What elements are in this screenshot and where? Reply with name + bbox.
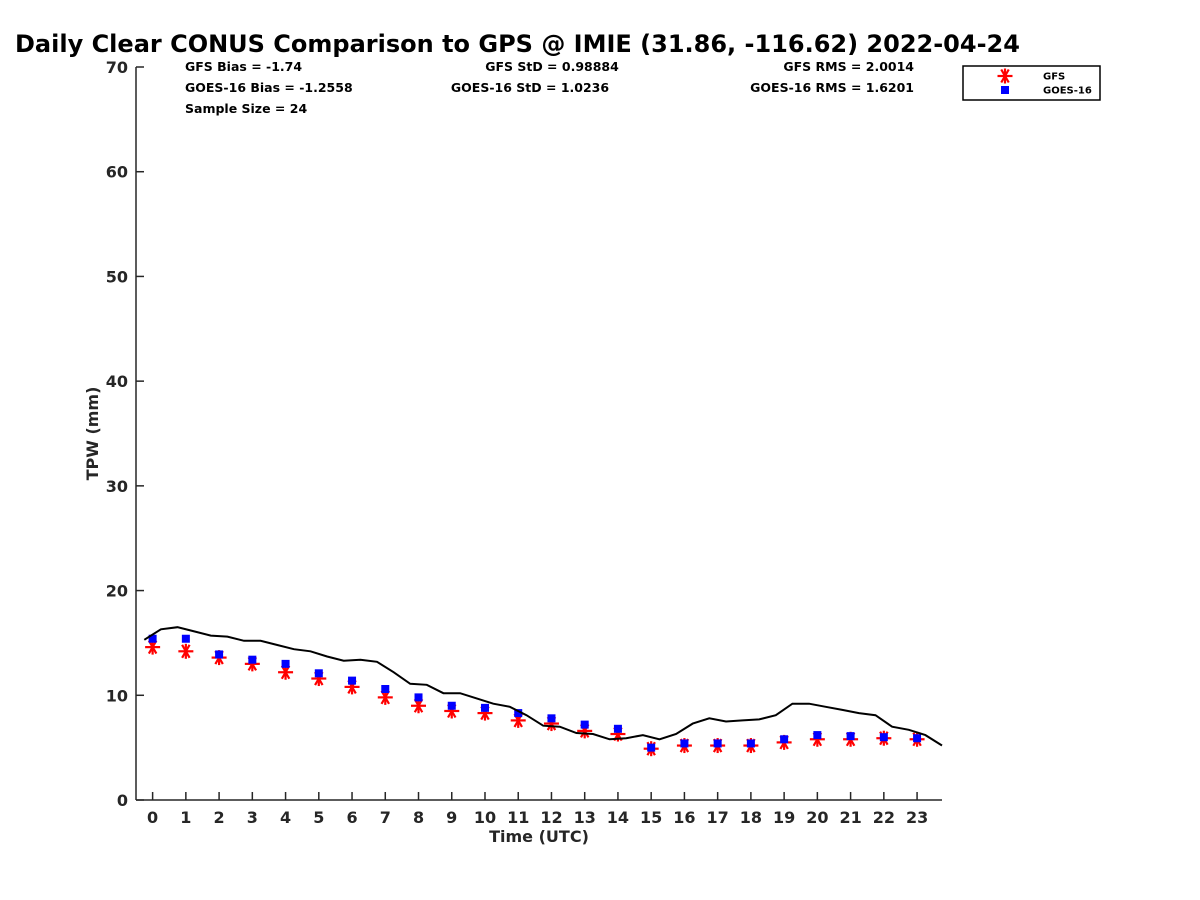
x-tick-label: 19 xyxy=(773,808,795,827)
goes16-point xyxy=(281,659,290,668)
y-tick-label: 10 xyxy=(106,686,128,705)
stat-annotation: GOES-16 Bias = -1.2558 xyxy=(185,80,353,95)
goes16-point xyxy=(746,739,755,748)
goes16-point xyxy=(348,676,357,685)
x-tick-label: 17 xyxy=(707,808,729,827)
x-tick-label: 2 xyxy=(214,808,225,827)
x-tick-label: 8 xyxy=(413,808,424,827)
goes16-point xyxy=(613,724,622,733)
legend-goes16-marker xyxy=(1001,86,1009,94)
goes16-point xyxy=(215,650,224,659)
x-tick-label: 15 xyxy=(640,808,662,827)
goes16-point xyxy=(780,735,789,744)
y-tick-label: 40 xyxy=(106,372,128,391)
x-tick-label: 6 xyxy=(346,808,357,827)
goes16-point xyxy=(248,655,257,664)
goes16-point xyxy=(314,669,323,678)
x-tick-label: 3 xyxy=(247,808,258,827)
x-tick-label: 11 xyxy=(507,808,529,827)
legend-label: GOES-16 xyxy=(1043,86,1092,97)
goes16-point xyxy=(181,634,190,643)
y-tick-label: 50 xyxy=(106,267,128,286)
stat-annotation: Sample Size = 24 xyxy=(185,101,307,116)
y-tick-label: 70 xyxy=(106,58,128,77)
y-tick-label: 0 xyxy=(117,791,128,810)
x-tick-label: 5 xyxy=(313,808,324,827)
y-tick-label: 30 xyxy=(106,477,128,496)
stat-annotation: GFS Bias = -1.74 xyxy=(185,59,302,74)
stat-annotation: GFS RMS = 2.0014 xyxy=(783,59,914,74)
stat-annotation: GFS StD = 0.98884 xyxy=(485,59,619,74)
x-tick-label: 18 xyxy=(740,808,762,827)
goes16-point xyxy=(148,634,157,643)
stats-annotations: GFS Bias = -1.74 GFS StD = 0.98884 GFS RMS… xyxy=(185,59,914,116)
goes16-point xyxy=(680,739,689,748)
x-tick-label: 1 xyxy=(180,808,191,827)
gfs-point xyxy=(178,643,194,659)
goes16-point xyxy=(414,693,423,702)
goes16-point xyxy=(447,701,456,710)
series-line xyxy=(143,626,943,747)
y-axis-label: TPW (mm) xyxy=(83,387,102,481)
x-tick-label: 21 xyxy=(839,808,861,827)
goes16-point xyxy=(913,734,922,743)
x-tick-label: 0 xyxy=(147,808,158,827)
goes16-point xyxy=(480,703,489,712)
x-tick-label: 4 xyxy=(280,808,291,827)
x-tick-label: 7 xyxy=(380,808,391,827)
x-tick-label: 9 xyxy=(446,808,457,827)
goes16-point xyxy=(713,739,722,748)
plot-area xyxy=(143,626,943,757)
goes16-point xyxy=(647,743,656,752)
x-tick-label: 23 xyxy=(906,808,928,827)
stat-annotation: GOES-16 StD = 1.0236 xyxy=(451,80,609,95)
legend: GFS GOES-16 xyxy=(962,65,1101,101)
x-tick-label: 20 xyxy=(806,808,828,827)
x-axis-label: Time (UTC) xyxy=(489,827,589,846)
goes16-point xyxy=(846,732,855,741)
x-tick-label: 13 xyxy=(574,808,596,827)
legend-box xyxy=(962,65,1101,101)
x-tick-label: 22 xyxy=(873,808,895,827)
goes16-point xyxy=(381,685,390,694)
goes16-point xyxy=(580,720,589,729)
x-tick-label: 10 xyxy=(474,808,496,827)
x-tick-label: 14 xyxy=(607,808,629,827)
legend-gfs-marker xyxy=(997,68,1013,84)
goes16-point xyxy=(547,714,556,723)
goes16-point xyxy=(514,709,523,718)
goes16-point xyxy=(879,733,888,742)
x-tick-label: 12 xyxy=(540,808,562,827)
y-tick-label: 20 xyxy=(106,582,128,601)
chart-title: Daily Clear CONUS Comparison to GPS @ IM… xyxy=(15,30,1020,58)
x-tick-label: 16 xyxy=(673,808,695,827)
goes16-point xyxy=(813,731,822,740)
stat-annotation: GOES-16 RMS = 1.6201 xyxy=(750,80,914,95)
y-tick-label: 60 xyxy=(106,163,128,182)
legend-label: GFS xyxy=(1043,72,1065,83)
